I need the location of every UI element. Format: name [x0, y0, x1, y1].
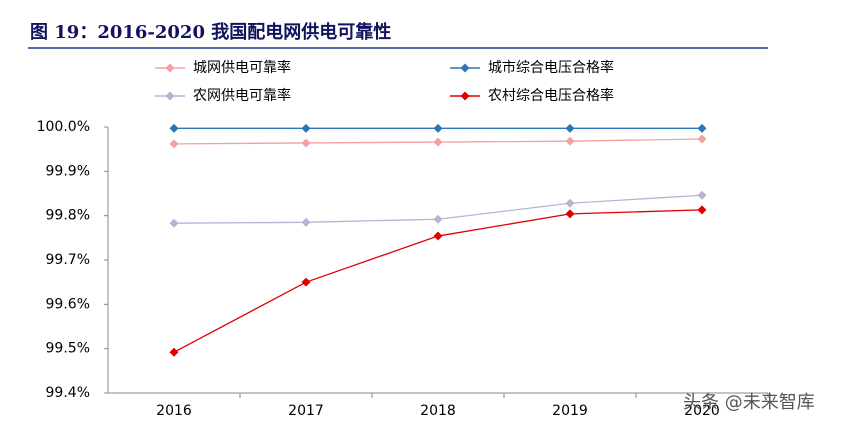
y-tick-label: 99.9%	[46, 163, 90, 179]
point	[433, 214, 443, 224]
point	[697, 123, 707, 133]
point	[301, 138, 311, 148]
point	[433, 137, 443, 147]
point	[433, 231, 443, 241]
legend-label: 农网供电可靠率	[193, 87, 291, 104]
y-tick-label: 99.4%	[46, 385, 90, 401]
legend-label: 农村综合电压合格率	[488, 87, 614, 104]
y-tick-label: 99.7%	[46, 252, 90, 268]
x-tick-label: 2020	[684, 403, 720, 419]
point	[301, 217, 311, 227]
y-tick-label: 100.0%	[37, 119, 90, 135]
point	[565, 123, 575, 133]
point	[433, 123, 443, 133]
series-line	[173, 209, 703, 353]
point	[301, 123, 311, 133]
legend-marker	[460, 63, 470, 73]
point	[697, 134, 707, 144]
point	[697, 205, 707, 215]
point	[565, 209, 575, 219]
point	[565, 136, 575, 146]
legend-marker	[460, 91, 470, 101]
legend-marker	[165, 91, 175, 101]
point	[169, 123, 179, 133]
point	[169, 218, 179, 228]
y-tick-label: 99.6%	[46, 296, 90, 312]
x-tick-label: 2019	[552, 403, 588, 419]
point	[169, 347, 179, 357]
x-tick-label: 2018	[420, 403, 456, 419]
watermark: 头条 @未来智库	[683, 392, 815, 413]
legend-label: 城市综合电压合格率	[488, 59, 614, 76]
point	[697, 190, 707, 200]
chart-title: 图 19：2016-2020 我国配电网供电可靠性	[30, 21, 391, 43]
x-tick-label: 2016	[156, 403, 192, 419]
y-tick-label: 99.5%	[46, 341, 90, 357]
y-tick-label: 99.8%	[46, 208, 90, 224]
point	[301, 277, 311, 287]
x-tick-label: 2017	[288, 403, 324, 419]
legend-label: 城网供电可靠率	[193, 59, 291, 76]
point	[565, 198, 575, 208]
legend-marker	[165, 63, 175, 73]
point	[169, 139, 179, 149]
